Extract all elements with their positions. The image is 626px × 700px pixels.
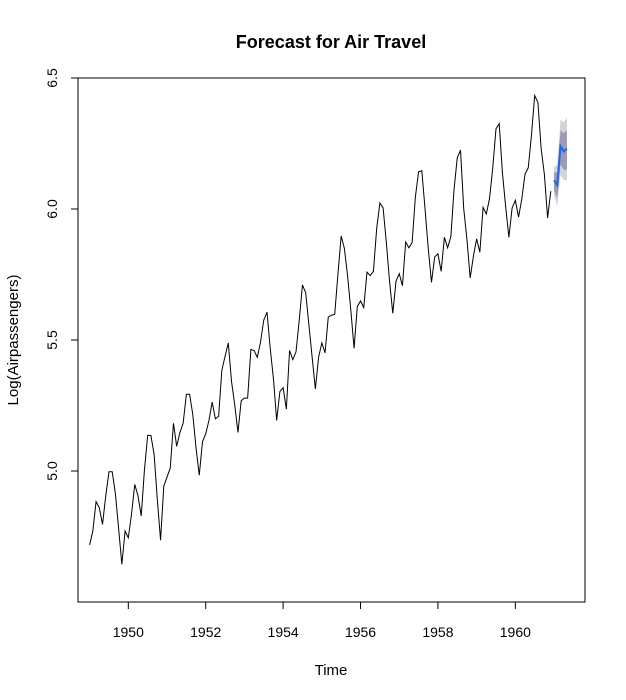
y-tick-label: 5.0: [44, 461, 60, 481]
y-axis-label: Log(Airpassengers): [5, 275, 22, 406]
y-tick-label: 6.0: [44, 199, 60, 219]
plot-frame: [77, 77, 586, 603]
forecast-series-line: [553, 142, 568, 189]
y-axis: 5.0 5.5 6.0 6.5: [44, 68, 79, 481]
x-tick-label: 1956: [345, 624, 376, 640]
forecast-band-80: [554, 130, 567, 199]
y-tick-label: 5.5: [44, 330, 60, 350]
observed-series-line: [89, 93, 552, 565]
x-axis: 1950 1952 1954 1956 1958 1960: [113, 601, 531, 640]
x-tick-label: 1958: [422, 624, 453, 640]
x-tick-label: 1952: [190, 624, 221, 640]
x-tick-label: 1954: [268, 624, 299, 640]
x-tick-label: 1960: [500, 624, 531, 640]
x-axis-label: Time: [315, 662, 348, 679]
band-80-area: [554, 130, 567, 199]
series-lines: [89, 93, 568, 565]
y-tick-label: 6.5: [44, 68, 60, 88]
x-tick-label: 1950: [113, 624, 144, 640]
chart-title: Forecast for Air Travel: [236, 32, 426, 52]
